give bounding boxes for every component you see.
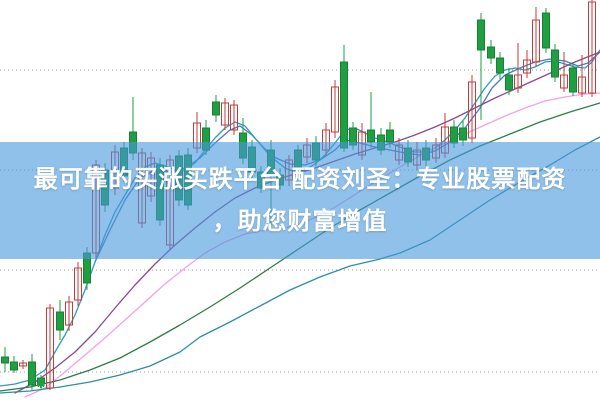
promo-line-2: ，助您财富增值 xyxy=(212,207,388,235)
promo-banner-overlay: 最可靠的买涨买跌平台 配资刘圣：专业股票配资 ，助您财富增值 xyxy=(0,142,600,259)
svg-text:✱: ✱ xyxy=(37,380,46,391)
promo-line-1: 最可靠的买涨买跌平台 配资刘圣：专业股票配资 xyxy=(33,165,567,193)
